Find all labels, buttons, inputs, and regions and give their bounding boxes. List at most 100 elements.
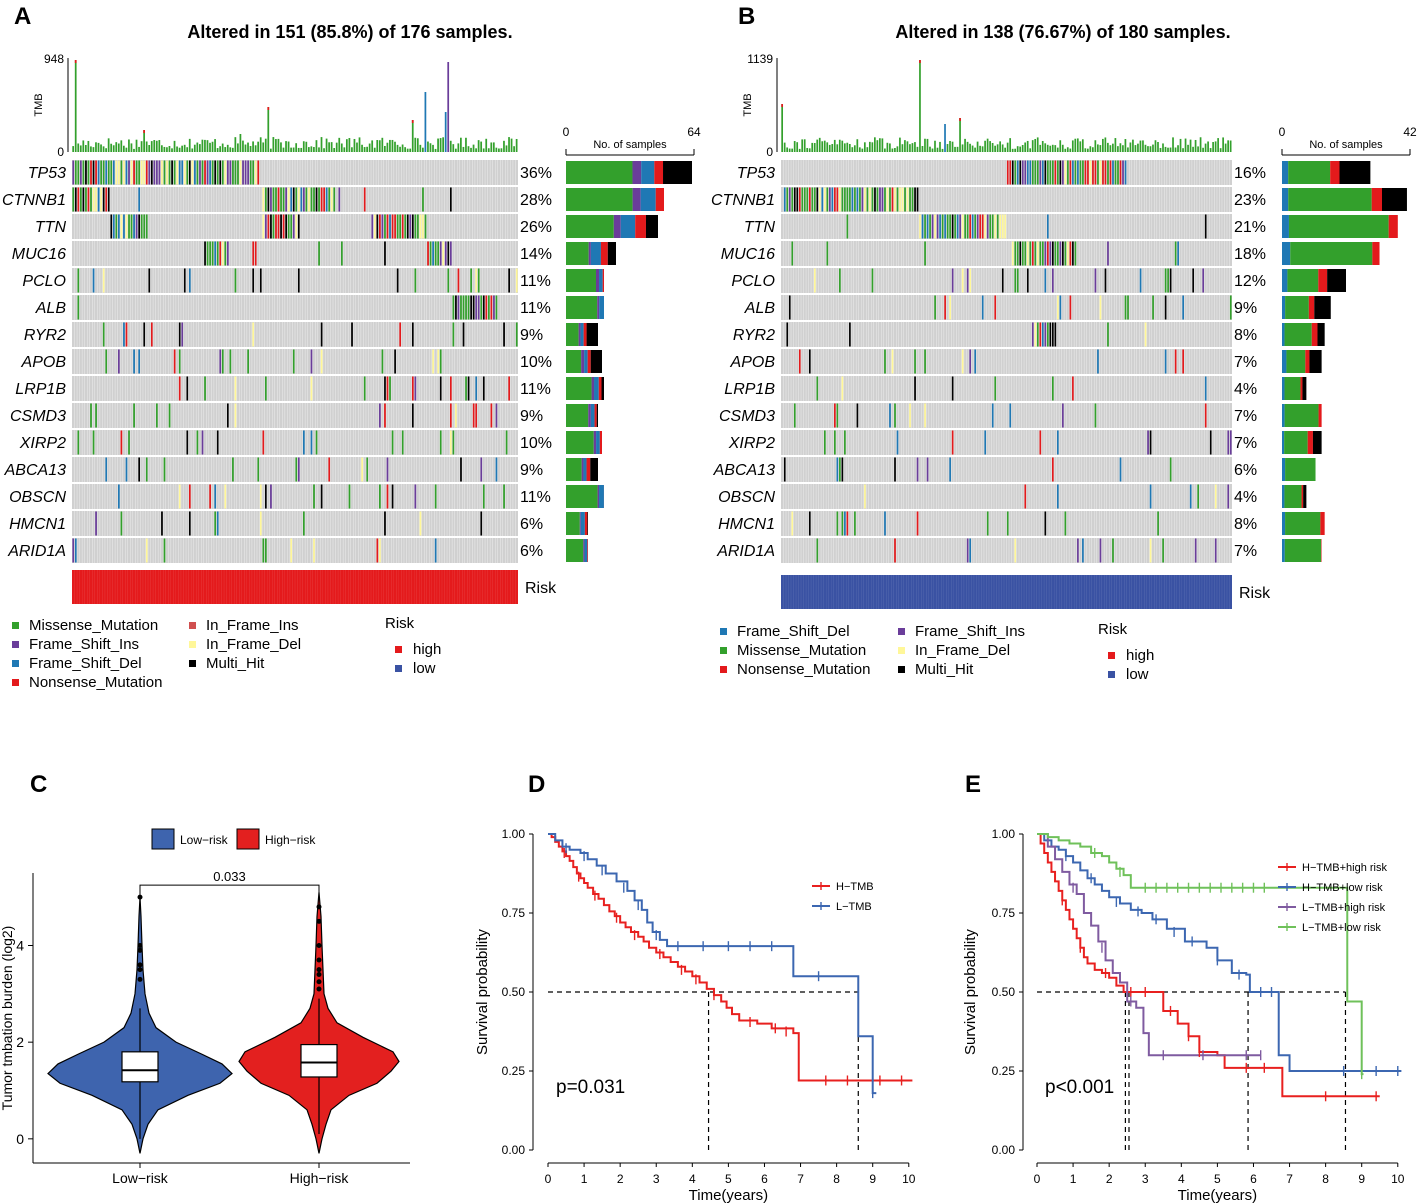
mutation-cell xyxy=(1064,241,1067,266)
tmb-bar xyxy=(868,141,871,152)
tmb-bar xyxy=(272,137,275,152)
mutation-cell xyxy=(409,214,412,239)
mutation-cell xyxy=(1117,160,1119,185)
mutation-cell xyxy=(1019,160,1022,185)
mutation-cell xyxy=(1102,160,1104,185)
mutation-cell xyxy=(1014,160,1017,185)
mutation-cell xyxy=(123,160,125,185)
mutation-cell xyxy=(439,349,442,374)
mutation-cell xyxy=(102,187,105,212)
gene-percent: 6% xyxy=(520,543,543,560)
outlier-point xyxy=(316,972,322,977)
tmb-bar xyxy=(204,139,206,152)
mutation-cell xyxy=(1144,322,1147,347)
sample-count-bar xyxy=(597,485,600,508)
mutation-cell xyxy=(1107,322,1109,347)
mutation-cell xyxy=(1099,160,1102,185)
tmb-bar xyxy=(492,142,495,152)
tmb-bar xyxy=(305,141,308,152)
mutation-cell xyxy=(417,214,419,239)
mutation-cell xyxy=(1114,160,1117,185)
tmb-bar xyxy=(358,137,361,152)
outlier-point xyxy=(316,957,322,963)
mutation-cell xyxy=(206,160,209,185)
mutation-cell xyxy=(201,160,204,185)
tmb-bar xyxy=(120,140,123,152)
mutation-cell xyxy=(252,241,255,266)
legend-label: low xyxy=(413,660,436,677)
mutation-cell xyxy=(894,187,896,212)
x-tick-label: 8 xyxy=(833,1172,840,1186)
mutation-cell xyxy=(971,214,974,239)
mutation-cell xyxy=(783,457,786,482)
tmb-bar xyxy=(242,140,244,152)
mutation-cell xyxy=(505,430,508,455)
mutation-cell xyxy=(949,295,951,320)
tmb-bar xyxy=(1039,144,1042,152)
x-axis-title: Time(years) xyxy=(1178,1187,1257,1203)
gene-label: CSMD3 xyxy=(10,408,66,425)
sample-count-bar xyxy=(632,188,641,211)
gene-label: ARID1A xyxy=(716,543,775,560)
tmb-bar xyxy=(318,147,320,152)
mutation-cell xyxy=(118,349,120,374)
mutation-cell xyxy=(876,187,879,212)
mutation-cell xyxy=(125,160,128,185)
mutation-cell xyxy=(949,214,951,239)
sample-count-bar xyxy=(566,404,589,427)
tmb-bar xyxy=(138,146,140,152)
tmb-bar xyxy=(1004,147,1006,152)
mutation-cell xyxy=(460,295,462,320)
mutation-cell xyxy=(290,187,293,212)
mutation-cell xyxy=(297,457,300,482)
gene-percent: 4% xyxy=(1234,381,1257,398)
mutation-cell xyxy=(303,430,305,455)
tmb-bar xyxy=(444,112,447,152)
mutation-cell xyxy=(826,187,829,212)
mutation-cell xyxy=(1034,322,1037,347)
mutation-cell xyxy=(282,214,285,239)
mutation-cell xyxy=(1031,322,1034,347)
sample-count-bar xyxy=(1285,512,1321,535)
tmb-bar xyxy=(490,142,493,152)
mutation-cell xyxy=(315,430,318,455)
mutation-cell xyxy=(168,403,171,428)
mutation-cell xyxy=(259,268,262,293)
mutation-cell xyxy=(1031,160,1034,185)
mutation-cell xyxy=(171,160,173,185)
tmb-bar xyxy=(801,139,804,152)
mutation-cell xyxy=(1177,241,1179,266)
mutation-cell xyxy=(285,214,287,239)
mutation-cell xyxy=(1227,430,1230,455)
mutation-cell xyxy=(110,214,113,239)
mutation-cell xyxy=(1049,241,1052,266)
tmb-bar xyxy=(214,139,216,152)
tmb-bar xyxy=(1177,145,1179,152)
mutation-cell xyxy=(495,403,498,428)
mutation-cell xyxy=(956,214,959,239)
tmb-bar xyxy=(409,148,412,152)
legend-label: Frame_Shift_Ins xyxy=(915,623,1025,640)
tmb-bar xyxy=(986,138,989,152)
mutation-cell xyxy=(419,214,422,239)
mutation-cell xyxy=(1167,268,1169,293)
tmb-bar xyxy=(1034,138,1037,152)
tmb-bar xyxy=(856,139,859,152)
outlier-point xyxy=(137,962,143,968)
legend-label: Nonsense_Mutation xyxy=(29,674,162,691)
legend-swatch xyxy=(898,666,905,673)
mutation-cell xyxy=(989,214,992,239)
tmb-bar xyxy=(414,137,417,152)
mutation-cell xyxy=(145,538,148,563)
sample-count-bar xyxy=(588,242,591,265)
mutation-cell xyxy=(984,430,987,455)
mutation-cell xyxy=(310,430,313,455)
legend-label: H−TMB+high risk xyxy=(1302,862,1387,874)
legend-swatch xyxy=(189,622,196,629)
tmb-bar xyxy=(848,144,851,152)
mutation-cell xyxy=(118,484,120,509)
tmb-bar xyxy=(505,145,508,152)
mutation-cell xyxy=(92,268,95,293)
mutation-cell xyxy=(247,160,249,185)
